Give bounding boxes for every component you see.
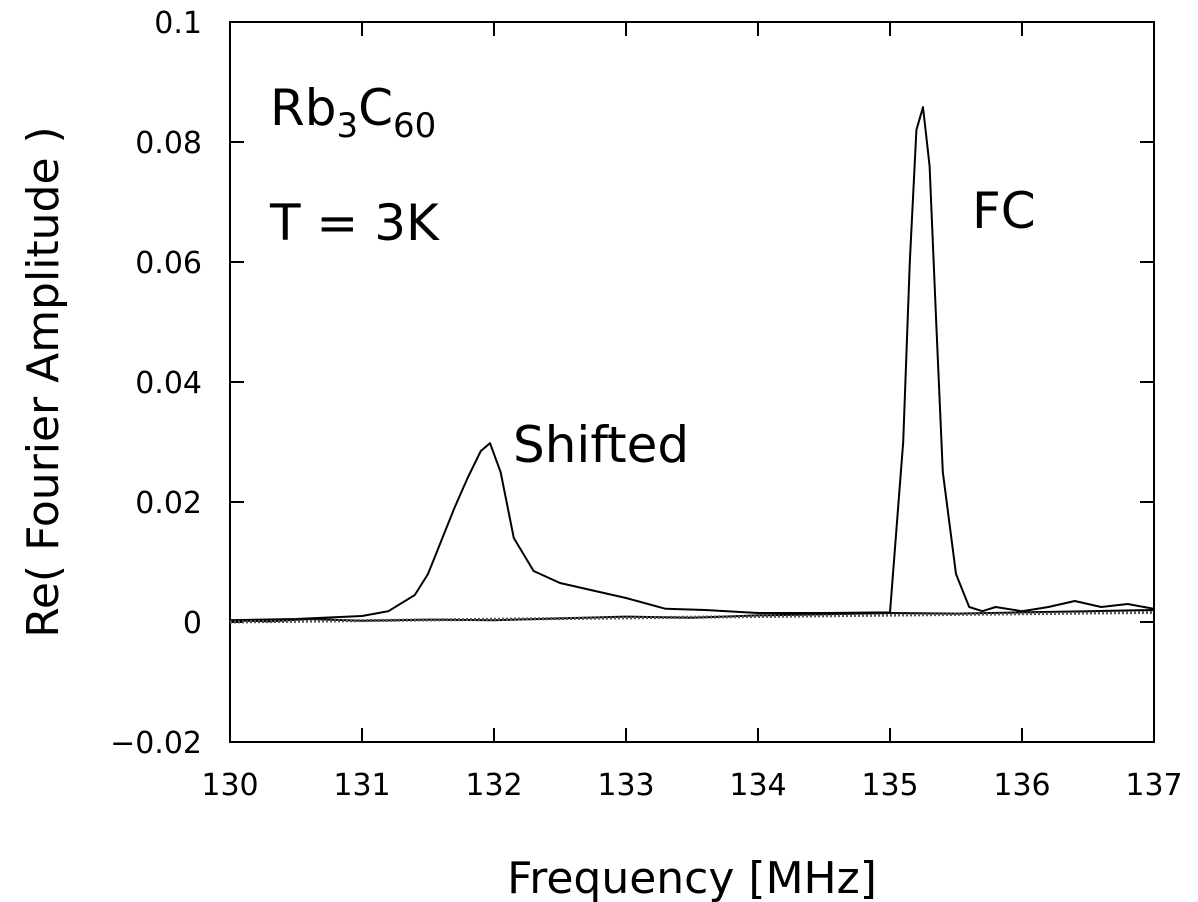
y-tick-label: 0.02 (135, 486, 202, 521)
y-tick-label: −0.02 (110, 726, 202, 761)
x-tick-label: 130 (201, 768, 258, 803)
y-tick-label: 0 (183, 606, 202, 641)
x-tick-label: 137 (1125, 768, 1182, 803)
series-line-1 (229, 106, 1155, 622)
compound-sub-3: 3 (336, 106, 358, 146)
x-tick-label: 135 (861, 768, 918, 803)
compound-rb: Rb (270, 79, 336, 137)
x-axis-title: Frequency [MHz] (507, 853, 877, 902)
compound-c: C (358, 79, 393, 137)
compound-label: Rb3C60 (270, 79, 436, 146)
data-series (229, 106, 1155, 624)
x-tick-label: 131 (333, 768, 390, 803)
y-tick-label: 0.08 (135, 126, 202, 161)
x-tick-label: 136 (993, 768, 1050, 803)
y-tick-label: 0.06 (135, 246, 202, 281)
y-axis-title: Re( Fourier Amplitude ) (18, 126, 69, 637)
y-tick-label: 0.04 (135, 366, 202, 401)
temperature-label: T = 3K (269, 194, 440, 252)
y-tick-label: 0.1 (154, 6, 202, 41)
compound-sub-60: 60 (393, 106, 436, 146)
axis-ticks: 130 131 132 133 134 135 136 137 −0.02 0 0.02 0.04 0.… (110, 6, 1183, 803)
x-tick-label: 132 (465, 768, 522, 803)
x-tick-label: 133 (597, 768, 654, 803)
x-tick-label: 134 (729, 768, 786, 803)
fc-label: FC (972, 182, 1036, 240)
shifted-label: Shifted (513, 416, 689, 474)
